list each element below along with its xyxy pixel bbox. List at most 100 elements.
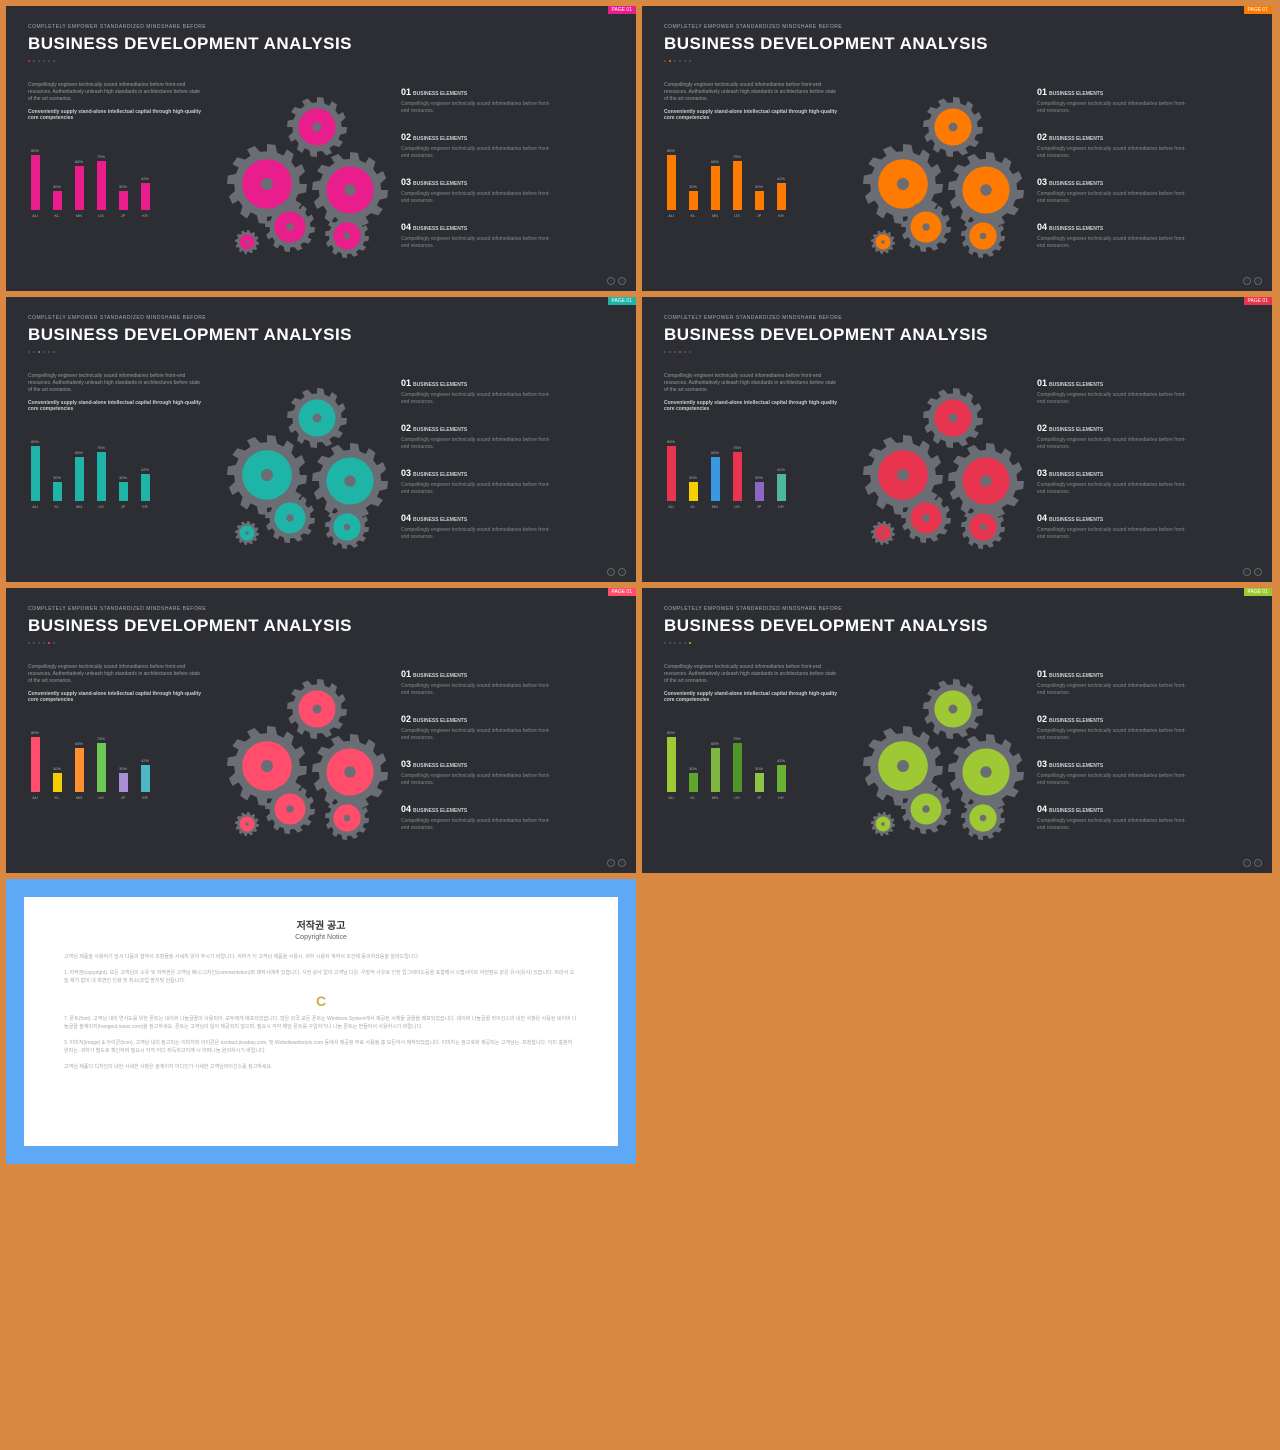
bar-category-label: JP <box>121 504 126 509</box>
bar-column: 30% JP <box>752 475 766 509</box>
element-number: 03 <box>401 468 411 478</box>
indicator-dot <box>33 351 35 353</box>
copyright-slide: 저작권 공고 Copyright Notice 고객님 제품을 사용하기 앞서 … <box>6 879 636 1164</box>
next-button[interactable]: › <box>1254 568 1262 576</box>
element-title: BUSINESS ELEMENTS <box>413 181 467 187</box>
bar <box>75 457 84 501</box>
bar-value-label: 30% <box>53 766 61 771</box>
gear-icon <box>265 493 315 548</box>
bar-column: 30% JP <box>116 766 130 800</box>
indicator-dot <box>684 351 686 353</box>
next-button[interactable]: › <box>618 568 626 576</box>
indicator-dot <box>43 642 45 644</box>
gears-graphic <box>853 82 1023 262</box>
pre-title: COMPLETELY EMPOWER STANDARDIZED MINDSHAR… <box>28 315 614 321</box>
element-number: 02 <box>1037 714 1047 724</box>
bar-chart: 85% AU 30% KL 68% MN 75% US 30% JP 42% K… <box>28 434 203 509</box>
bar-column: 68% MN <box>72 159 86 218</box>
gear-icon <box>901 202 951 257</box>
element-item: 02BUSINESS ELEMENTS Compellingly enginee… <box>1037 418 1187 450</box>
indicator-dot <box>689 351 691 353</box>
prev-button[interactable]: ‹ <box>1243 277 1251 285</box>
next-button[interactable]: › <box>1254 859 1262 867</box>
bar-value-label: 75% <box>733 154 741 159</box>
slide-title: BUSINESS DEVELOPMENT ANALYSIS <box>28 34 614 54</box>
element-number: 03 <box>1037 468 1047 478</box>
prev-button[interactable]: ‹ <box>1243 859 1251 867</box>
indicator-dot <box>28 60 30 62</box>
element-description: Compellingly engineer technically sound … <box>401 101 551 114</box>
element-item: 01BUSINESS ELEMENTS Compellingly enginee… <box>1037 82 1187 114</box>
bar-category-label: KR <box>142 504 148 509</box>
pre-title: COMPLETELY EMPOWER STANDARDIZED MINDSHAR… <box>664 24 1250 30</box>
bar <box>667 155 676 210</box>
bold-text: Conveniently supply stand-alone intellec… <box>28 691 203 703</box>
bar-value-label: 68% <box>711 450 719 455</box>
gears-graphic <box>217 373 387 553</box>
bar <box>119 191 128 210</box>
bar-category-label: US <box>734 504 740 509</box>
next-button[interactable]: › <box>618 277 626 285</box>
bar-category-label: KL <box>55 795 60 800</box>
indicator-dot <box>669 642 671 644</box>
indicator-dot <box>53 642 55 644</box>
indicator-dots <box>664 60 1250 62</box>
page-tag: PAGE 01 <box>1244 6 1272 14</box>
indicator-dot <box>38 642 40 644</box>
element-number: 04 <box>401 222 411 232</box>
prev-button[interactable]: ‹ <box>607 277 615 285</box>
bar-column: 68% MN <box>72 741 86 800</box>
bar <box>733 743 742 792</box>
slide-title: BUSINESS DEVELOPMENT ANALYSIS <box>664 34 1250 54</box>
bar-column: 30% KL <box>50 766 64 800</box>
bar-category-label: KR <box>142 795 148 800</box>
gear-icon <box>871 521 895 550</box>
bar-column: 30% KL <box>686 475 700 509</box>
element-description: Compellingly engineer technically sound … <box>401 773 551 786</box>
bar-column: 85% AU <box>28 730 42 800</box>
element-item: 01BUSINESS ELEMENTS Compellingly enginee… <box>401 664 551 696</box>
slide: PAGE 01 COMPLETELY EMPOWER STANDARDIZED … <box>6 297 636 582</box>
bar <box>777 474 786 501</box>
bar <box>711 748 720 792</box>
next-button[interactable]: › <box>1254 277 1262 285</box>
bar-column: 85% AU <box>664 439 678 509</box>
bar-value-label: 30% <box>755 475 763 480</box>
bar-value-label: 75% <box>733 736 741 741</box>
indicator-dot <box>38 351 40 353</box>
indicator-dots <box>28 60 614 62</box>
bar-column: 68% MN <box>708 159 722 218</box>
element-item: 04BUSINESS ELEMENTS Compellingly enginee… <box>401 217 551 249</box>
prev-button[interactable]: ‹ <box>607 859 615 867</box>
pre-title: COMPLETELY EMPOWER STANDARDIZED MINDSHAR… <box>664 315 1250 321</box>
prev-button[interactable]: ‹ <box>1243 568 1251 576</box>
bar-value-label: 42% <box>777 176 785 181</box>
element-description: Compellingly engineer technically sound … <box>401 683 551 696</box>
prev-button[interactable]: ‹ <box>607 568 615 576</box>
indicator-dot <box>689 60 691 62</box>
slides-grid: PAGE 01 COMPLETELY EMPOWER STANDARDIZED … <box>0 0 1280 1170</box>
bar <box>711 166 720 210</box>
indicator-dot <box>48 351 50 353</box>
element-title: BUSINESS ELEMENTS <box>413 673 467 679</box>
gear-icon <box>871 230 895 259</box>
bar-column: 42% KR <box>138 176 152 218</box>
element-item: 03BUSINESS ELEMENTS Compellingly enginee… <box>401 172 551 204</box>
gear-icon <box>235 812 259 841</box>
bar-value-label: 30% <box>119 766 127 771</box>
element-title: BUSINESS ELEMENTS <box>413 91 467 97</box>
element-title: BUSINESS ELEMENTS <box>413 808 467 814</box>
element-description: Compellingly engineer technically sound … <box>401 392 551 405</box>
bar-chart: 85% AU 30% KL 68% MN 75% US 30% JP 42% K… <box>664 434 839 509</box>
element-number: 02 <box>401 714 411 724</box>
bar-category-label: JP <box>757 213 762 218</box>
indicator-dot <box>674 642 676 644</box>
description-text: Compellingly engineer technically sound … <box>664 373 839 394</box>
next-button[interactable]: › <box>618 859 626 867</box>
element-description: Compellingly engineer technically sound … <box>401 482 551 495</box>
elements-list: 01BUSINESS ELEMENTS Compellingly enginee… <box>1037 373 1187 553</box>
indicator-dot <box>664 642 666 644</box>
bar-value-label: 85% <box>667 148 675 153</box>
element-number: 01 <box>401 87 411 97</box>
bar-column: 85% AU <box>28 439 42 509</box>
